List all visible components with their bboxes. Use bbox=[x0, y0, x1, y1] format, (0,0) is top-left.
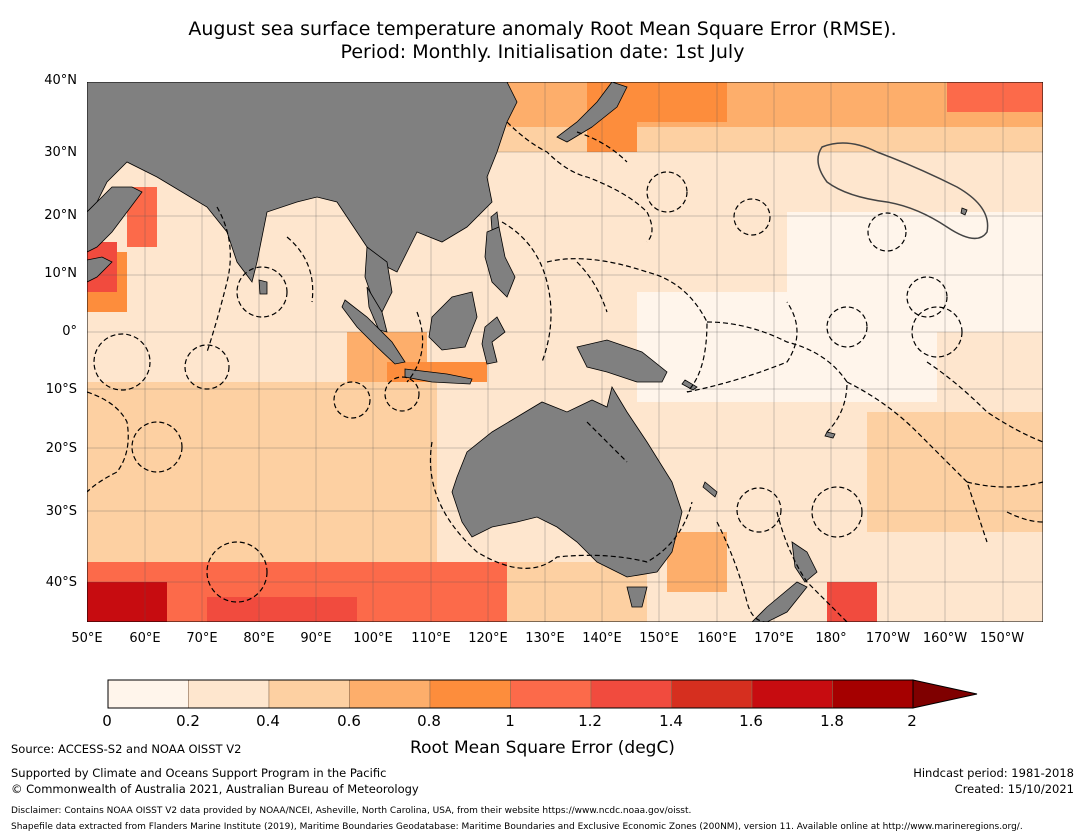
land-sulawesi bbox=[481, 316, 506, 365]
colorbar-tick: 0 bbox=[102, 712, 112, 730]
colorbar-swatch bbox=[429, 679, 511, 709]
colorbar-swatch bbox=[349, 679, 431, 709]
land-arabia bbox=[87, 186, 143, 253]
lat-label: 0° bbox=[62, 324, 77, 339]
colorbar-swatch bbox=[751, 679, 833, 709]
hawaii-region-outline bbox=[817, 142, 989, 240]
colorbar-swatch bbox=[832, 679, 914, 709]
land-new-zealand-north bbox=[791, 541, 818, 583]
colorbar-swatch bbox=[107, 679, 189, 709]
lon-label: 180° bbox=[815, 631, 847, 646]
lon-label: 110°E bbox=[411, 631, 451, 646]
land-solomons bbox=[681, 379, 698, 391]
lon-label: 150°E bbox=[639, 631, 679, 646]
disclaimer: Disclaimer: Contains NOAA OISST V2 data … bbox=[11, 806, 692, 816]
lon-label: 150°W bbox=[979, 631, 1025, 646]
eez-boundaries bbox=[87, 121, 1043, 622]
colorbar-tick: 1.4 bbox=[659, 712, 683, 730]
land-philippines bbox=[484, 226, 516, 298]
land-tasmania bbox=[626, 586, 648, 608]
chart-title-line1: August sea surface temperature anomaly R… bbox=[188, 18, 897, 40]
colorbar-swatch bbox=[268, 679, 350, 709]
hindcast-period: Hindcast period: 1981-2018 bbox=[913, 766, 1074, 780]
lat-label: 10°S bbox=[45, 382, 77, 397]
lat-label: 10°N bbox=[44, 266, 77, 281]
lon-label: 50°E bbox=[71, 631, 103, 646]
lon-label: 70°E bbox=[186, 631, 218, 646]
lat-label: 40°S bbox=[45, 575, 77, 590]
land-sri-lanka bbox=[258, 279, 268, 295]
shapefile-credit: Shapefile data extracted from Flanders M… bbox=[11, 822, 1023, 832]
lat-label: 30°S bbox=[45, 504, 77, 519]
lat-label: 20°S bbox=[45, 441, 77, 456]
lon-label: 80°E bbox=[243, 631, 275, 646]
rmse-field bbox=[87, 82, 1043, 622]
colorbar-tick: 1.8 bbox=[820, 712, 844, 730]
source-note: Source: ACCESS-S2 and NOAA OISST V2 bbox=[11, 742, 242, 756]
colorbar bbox=[107, 679, 978, 709]
lat-label: 20°N bbox=[44, 208, 77, 223]
colorbar-swatch bbox=[671, 679, 753, 709]
colorbar-tick: 0.4 bbox=[256, 712, 280, 730]
map-canvas bbox=[87, 82, 1043, 622]
lat-label: 30°N bbox=[44, 145, 77, 160]
lon-label: 100°E bbox=[353, 631, 393, 646]
created-date: Created: 15/10/2021 bbox=[954, 782, 1074, 796]
colorbar-label: Root Mean Square Error (degC) bbox=[410, 738, 675, 758]
colorbar-tick: 1 bbox=[505, 712, 515, 730]
land-new-guinea bbox=[576, 339, 668, 383]
colorbar-tick: 1.6 bbox=[739, 712, 763, 730]
land-borneo bbox=[428, 291, 478, 351]
colorbar-tick: 2 bbox=[907, 712, 917, 730]
lon-label: 90°E bbox=[300, 631, 332, 646]
land-sumatra bbox=[341, 299, 406, 365]
colorbar-swatch bbox=[590, 679, 672, 709]
land-malay-peninsula bbox=[366, 286, 388, 333]
land-hawaii bbox=[960, 207, 968, 216]
land-asia bbox=[87, 82, 518, 283]
support-note: Supported by Climate and Oceans Support … bbox=[11, 766, 387, 780]
copyright-note: © Commonwealth of Australia 2021, Austra… bbox=[11, 782, 419, 796]
lon-label: 130°E bbox=[525, 631, 565, 646]
colorbar-tick: 0.8 bbox=[417, 712, 441, 730]
colorbar-tick: 0.2 bbox=[176, 712, 200, 730]
lat-label: 40°N bbox=[44, 73, 77, 88]
lon-label: 160°E bbox=[697, 631, 737, 646]
land-new-zealand-south bbox=[751, 581, 808, 622]
lon-label: 140°E bbox=[582, 631, 622, 646]
land-new-caledonia bbox=[702, 481, 718, 498]
land-fiji bbox=[824, 431, 836, 439]
colorbar-swatch bbox=[188, 679, 270, 709]
lon-label: 170°W bbox=[865, 631, 911, 646]
lon-label: 120°E bbox=[468, 631, 508, 646]
colorbar-extend-arrow bbox=[912, 679, 978, 709]
land-masses bbox=[87, 82, 968, 622]
lon-label: 60°E bbox=[129, 631, 161, 646]
colorbar-swatch bbox=[510, 679, 592, 709]
lon-label: 170°E bbox=[754, 631, 794, 646]
chart-title-line2: Period: Monthly. Initialisation date: 1s… bbox=[340, 41, 745, 63]
colorbar-tick: 0.6 bbox=[337, 712, 361, 730]
colorbar-tick: 1.2 bbox=[578, 712, 602, 730]
lon-label: 160°W bbox=[922, 631, 968, 646]
land-africa bbox=[87, 256, 113, 283]
land-japan bbox=[556, 82, 628, 143]
land-australia bbox=[451, 385, 683, 578]
